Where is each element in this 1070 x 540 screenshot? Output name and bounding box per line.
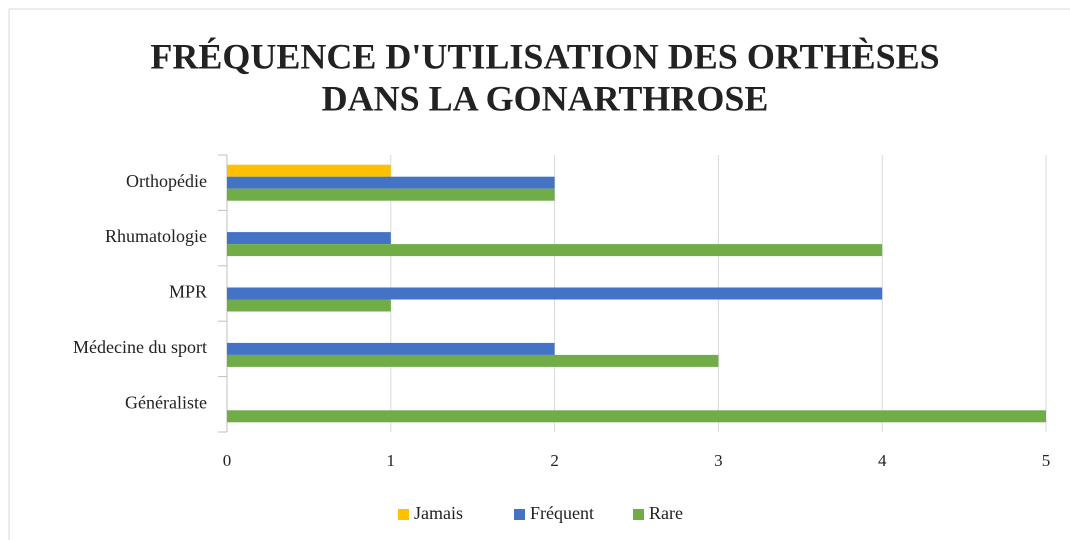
chart-border	[8, 8, 1070, 540]
bar	[227, 176, 555, 189]
legend-label: Rare	[649, 503, 683, 523]
chart-title: DANS LA GONARTHROSE	[322, 78, 769, 118]
bar	[227, 342, 555, 355]
y-tick-label: Généraliste	[125, 392, 207, 412]
bar	[227, 232, 391, 245]
x-tick-label: 5	[1042, 451, 1051, 470]
y-tick-label: Médecine du sport	[73, 337, 207, 357]
legend-label: Fréquent	[530, 503, 594, 523]
legend-label: Jamais	[414, 503, 463, 523]
y-tick-label: Rhumatologie	[105, 226, 207, 246]
x-tick-label: 3	[714, 451, 723, 470]
legend-swatch	[514, 509, 525, 520]
x-tick-label: 0	[223, 451, 232, 470]
bar	[227, 188, 555, 201]
bar	[227, 244, 883, 257]
y-tick-label: MPR	[169, 282, 207, 302]
bar	[227, 354, 719, 367]
bar	[227, 299, 391, 312]
legend-swatch	[633, 509, 644, 520]
legend-swatch	[398, 509, 409, 520]
chart-title: FRÉQUENCE D'UTILISATION DES ORTHÈSES	[150, 36, 939, 76]
x-tick-label: 4	[878, 451, 887, 470]
bar	[227, 164, 391, 177]
bar	[227, 287, 883, 300]
x-tick-label: 2	[550, 451, 559, 470]
bar	[227, 410, 1046, 423]
x-tick-label: 1	[387, 451, 396, 470]
y-tick-label: Orthopédie	[126, 171, 207, 191]
